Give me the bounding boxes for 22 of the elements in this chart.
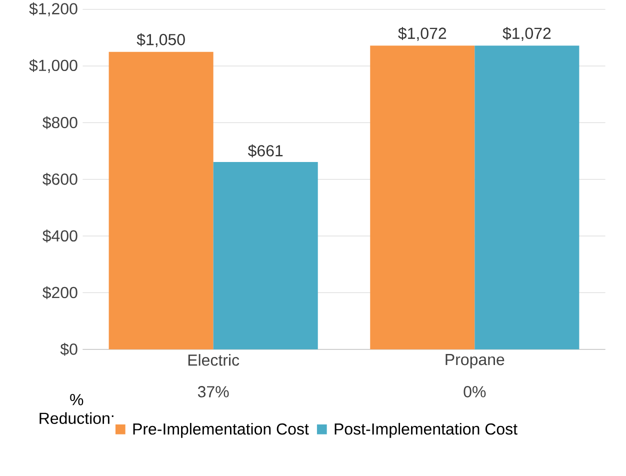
bar bbox=[370, 46, 475, 350]
y-tick-label: $600 bbox=[42, 172, 78, 186]
text: 0% bbox=[464, 386, 486, 398]
x-tick-label: Electric bbox=[188, 354, 240, 366]
legend-label: Pre-Implementation Cost bbox=[133, 422, 309, 438]
y-tick-label: $1,000 bbox=[29, 59, 78, 73]
text: % Reduction: bbox=[40, 394, 114, 424]
legend-label: Post-Implementation Cost bbox=[334, 422, 518, 438]
y-tick-label: $400 bbox=[42, 230, 78, 242]
text: 37% bbox=[198, 386, 229, 398]
y-tick-label: $0 bbox=[60, 342, 78, 356]
data-label: $1,050 bbox=[136, 33, 185, 48]
y-tick-label: $800 bbox=[42, 116, 78, 130]
y-tick-label: $1,200 bbox=[29, 2, 78, 16]
y-tick-label: $200 bbox=[42, 286, 78, 300]
data-label: $1,072 bbox=[502, 27, 551, 41]
bar bbox=[474, 46, 580, 350]
data-label: $1,072 bbox=[398, 27, 446, 41]
x-tick-label: Propane bbox=[446, 354, 504, 368]
data-label: $661 bbox=[248, 144, 283, 158]
bar bbox=[213, 162, 318, 350]
bar bbox=[108, 52, 214, 350]
